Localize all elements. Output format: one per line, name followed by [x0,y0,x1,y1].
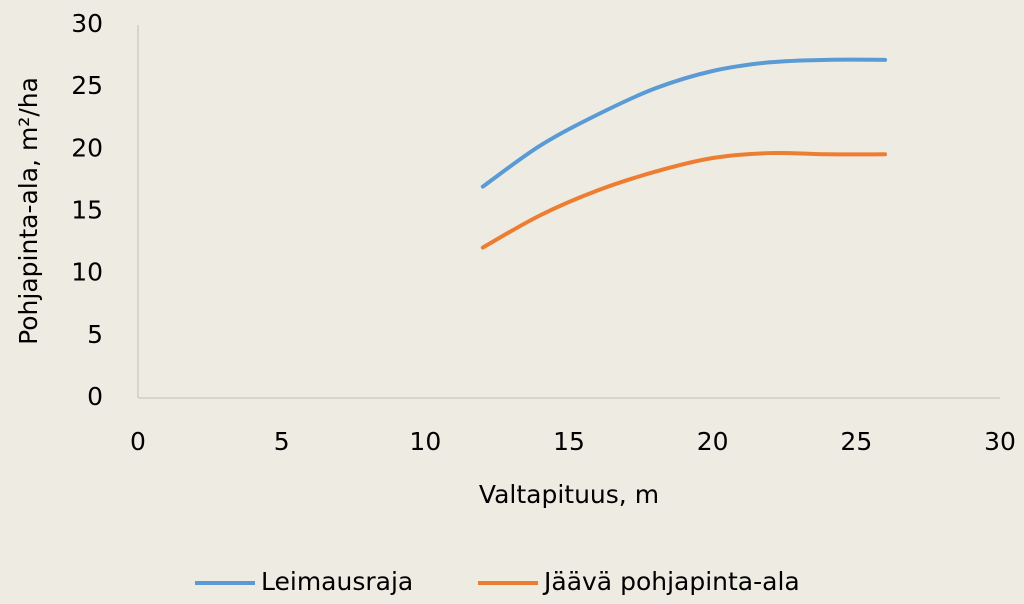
x-tick-label: 25 [840,427,872,456]
y-tick-label: 20 [71,133,103,162]
y-tick-label: 10 [71,258,103,287]
x-axis-label: Valtapituus, m [479,480,659,509]
x-tick-label: 10 [409,427,441,456]
legend-label: Jäävä pohjapinta-ala [542,567,800,596]
y-axis-label: Pohjapinta-ala, m²/ha [14,77,43,345]
legend-label: Leimausraja [261,567,413,596]
series-line [480,57,888,189]
x-tick-label: 20 [697,427,729,456]
y-tick-label: 30 [71,9,103,38]
series-line [480,150,888,250]
x-tick-label: 5 [274,427,290,456]
x-tick-label: 0 [130,427,146,456]
y-tick-label: 15 [71,196,103,225]
y-tick-label: 0 [87,382,103,411]
x-tick-label: 15 [553,427,585,456]
y-tick-label: 25 [71,71,103,100]
y-tick-label: 5 [87,320,103,349]
x-tick-label: 30 [984,427,1016,456]
